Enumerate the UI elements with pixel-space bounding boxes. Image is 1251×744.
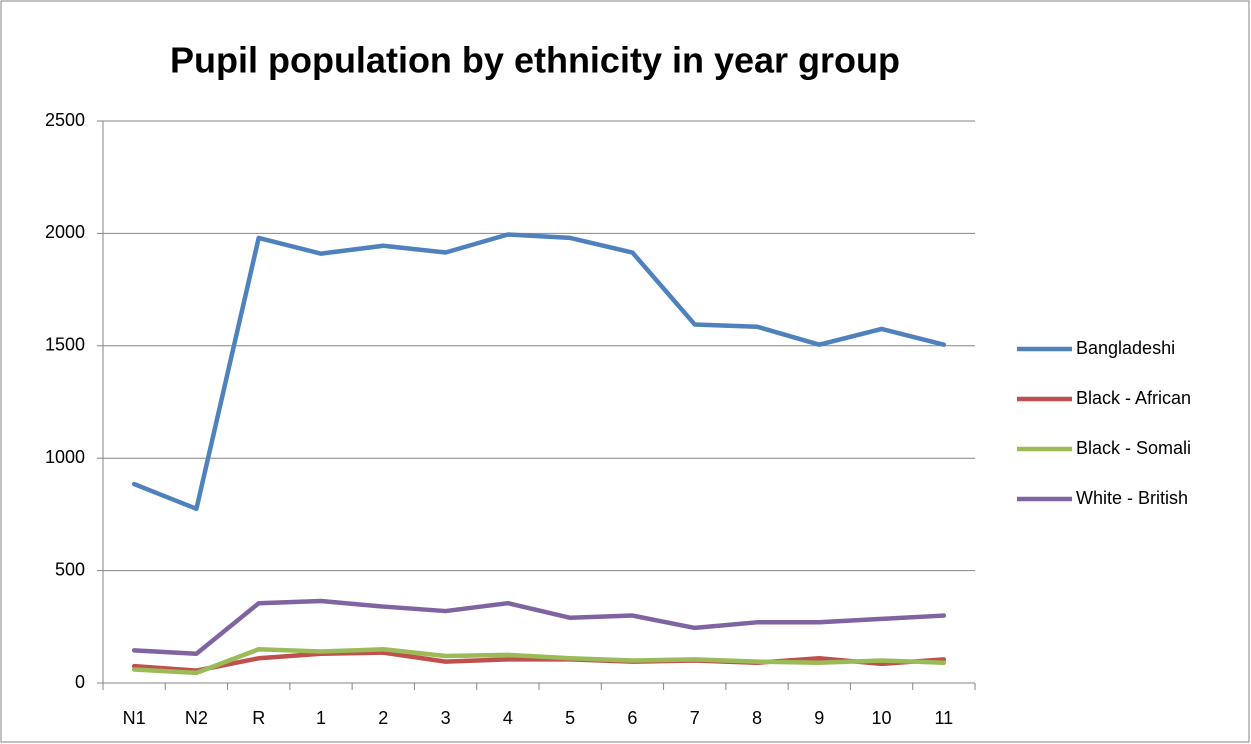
x-tick-label: 10 (872, 708, 892, 728)
x-tick-label: 11 (935, 708, 954, 728)
x-tick-label: R (252, 708, 265, 728)
legend-label: Black - Somali (1076, 438, 1191, 458)
chart-title: Pupil population by ethnicity in year gr… (170, 40, 900, 81)
x-tick-label: 9 (814, 708, 824, 728)
y-tick-label: 1000 (45, 447, 85, 467)
series-line (131, 647, 947, 676)
y-tick-label: 0 (75, 672, 85, 692)
y-tick-label: 1500 (45, 335, 85, 355)
x-tick-label: 4 (503, 708, 513, 728)
x-tick-label: 1 (316, 708, 326, 728)
x-tick-label: 7 (690, 708, 700, 728)
x-tick-label: 3 (441, 708, 451, 728)
x-tick-label: N1 (123, 708, 146, 728)
series-line (131, 232, 947, 512)
x-tick-label: 8 (752, 708, 762, 728)
series-line (131, 650, 947, 673)
legend-label: White - British (1076, 488, 1188, 508)
y-tick-label: 2000 (45, 222, 85, 242)
y-tick-label: 500 (55, 559, 85, 579)
legend-label: Black - African (1076, 388, 1191, 408)
x-tick-label: 5 (565, 708, 575, 728)
x-tick-label: 6 (627, 708, 637, 728)
y-tick-label: 2500 (45, 110, 85, 130)
series-line (131, 598, 947, 657)
legend-label: Bangladeshi (1076, 338, 1175, 358)
x-tick-label: N2 (185, 708, 208, 728)
x-tick-label: 2 (378, 708, 388, 728)
